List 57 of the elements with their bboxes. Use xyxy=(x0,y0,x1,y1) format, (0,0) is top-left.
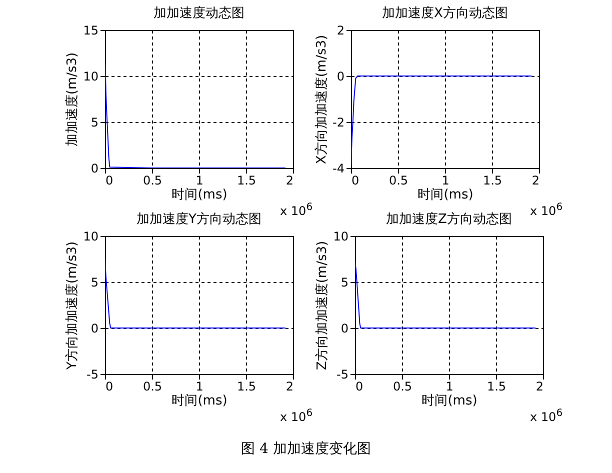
y-tick-label: 10 xyxy=(83,230,98,244)
x-tick-label: 0 xyxy=(352,174,360,188)
chart-title: 加加速度Y方向动态图 xyxy=(136,211,262,227)
y-tick-label: 0 xyxy=(90,322,98,336)
x-tick-label: 2 xyxy=(286,380,294,394)
x-tick-label: 1.5 xyxy=(236,380,256,394)
y-tick-label: -4 xyxy=(332,162,344,176)
y-tick-label: 0 xyxy=(336,70,344,84)
x-tick-label: 0.5 xyxy=(142,380,162,394)
y-tick-label: -5 xyxy=(336,368,348,382)
x-tick-label: 1.5 xyxy=(482,174,502,188)
x-tick-label: 1 xyxy=(446,380,454,394)
y-tick-label: 10 xyxy=(333,230,348,244)
y-tick-label: 0 xyxy=(90,162,98,176)
x-tick-label: 1.5 xyxy=(236,174,256,188)
chart-title: 加加速度动态图 xyxy=(154,5,244,21)
y-tick-label: 5 xyxy=(90,276,98,290)
text: x 10$^{6}$ xyxy=(280,408,313,424)
text: x 10$^{6}$ xyxy=(280,202,313,218)
x-tick-label: 2 xyxy=(532,174,540,188)
x-tick-label: 1 xyxy=(442,174,450,188)
x-axis-title: 时间(ms) xyxy=(422,394,478,408)
y-axis-title: Y方向加加速度(m/s3) xyxy=(64,241,80,371)
chart-title: 加加速度X方向动态图 xyxy=(382,5,508,21)
y-tick-label: 5 xyxy=(340,276,348,290)
y-axis-title: Z方向加加速度(m/s3) xyxy=(314,240,330,370)
x-tick-label: 0.5 xyxy=(388,174,408,188)
text: x 10$^{6}$ xyxy=(530,202,563,218)
x-axis-title: 时间(ms) xyxy=(172,394,228,408)
x-tick-label: 1 xyxy=(196,174,204,188)
line-series xyxy=(105,64,286,168)
y-axis-title: 加加速度(m/s3) xyxy=(64,52,80,147)
y-axis-title: X方向加加速度(m/s3) xyxy=(314,34,330,164)
y-tick-label: 0 xyxy=(340,322,348,336)
x-tick-label: 0.5 xyxy=(142,174,162,188)
x-tick-label: 0 xyxy=(106,380,114,394)
x-tick-label: 1 xyxy=(196,380,204,394)
x-tick-label: 2 xyxy=(286,174,294,188)
y-tick-label: 2 xyxy=(336,24,344,38)
x-tick-label: 2 xyxy=(536,380,544,394)
y-tick-label: 15 xyxy=(83,24,98,38)
caption: 图 4 加加速度变化图 xyxy=(240,440,372,458)
x-tick-label: 0 xyxy=(356,380,364,394)
x-tick-label: 1.5 xyxy=(486,380,506,394)
x-axis-title: 时间(ms) xyxy=(172,188,228,202)
x-tick-label: 0 xyxy=(106,174,114,188)
x-axis-title: 时间(ms) xyxy=(418,188,474,202)
text: x 10$^{6}$ xyxy=(530,408,563,424)
line-series xyxy=(351,76,532,166)
y-tick-label: -2 xyxy=(332,116,344,130)
y-tick-label: 10 xyxy=(83,70,98,84)
chart-title: 加加速度Z方向动态图 xyxy=(386,211,512,227)
line-series xyxy=(105,258,286,328)
line-series xyxy=(355,261,536,328)
x-tick-label: 0.5 xyxy=(392,380,412,394)
y-tick-label: -5 xyxy=(86,368,98,382)
y-tick-label: 5 xyxy=(90,116,98,130)
